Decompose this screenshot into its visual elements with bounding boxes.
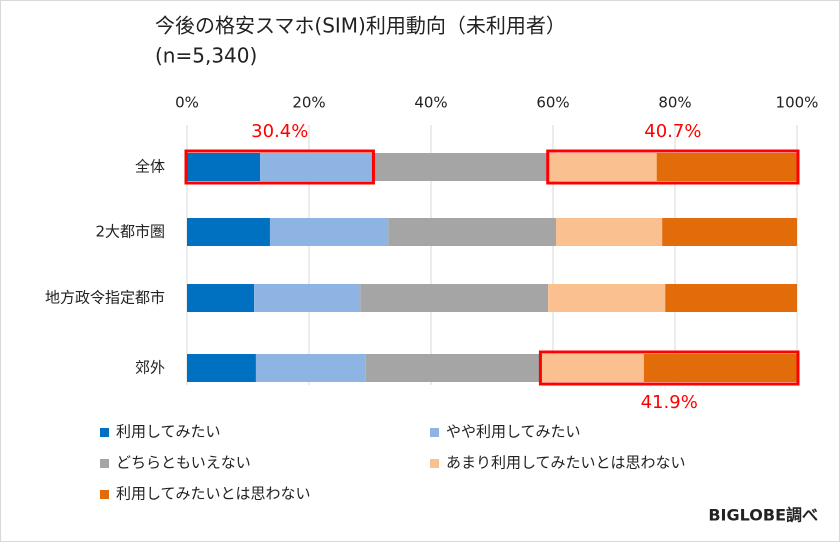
bar-segment xyxy=(254,284,361,312)
legend-label: やや利用してみたい xyxy=(446,423,581,441)
bar-segment xyxy=(548,153,657,181)
bar-segment xyxy=(643,354,797,382)
x-tick-label: 0% xyxy=(175,94,199,112)
bar-segment xyxy=(556,218,663,246)
bar-segment xyxy=(187,284,255,312)
bar-segment xyxy=(662,218,797,246)
bar-segment xyxy=(187,354,256,382)
bar-segment xyxy=(665,284,797,312)
y-tick-label: 地方政令指定都市 xyxy=(45,289,165,307)
bar-segment xyxy=(360,284,549,312)
bar-segment xyxy=(187,153,261,181)
legend-swatch xyxy=(100,490,109,499)
bar-segment xyxy=(255,354,366,382)
x-tick-label: 20% xyxy=(292,94,325,112)
annotation: 40.7% xyxy=(644,121,701,142)
source: BIGLOBE調べ xyxy=(708,506,818,525)
bar-segment xyxy=(187,218,270,246)
x-tick-label: 40% xyxy=(414,94,447,112)
y-tick-label: 全体 xyxy=(135,158,165,176)
bar-segment xyxy=(372,153,549,181)
y-tick-label: 郊外 xyxy=(135,359,165,377)
x-tick-label: 80% xyxy=(658,94,691,112)
highlight-box xyxy=(538,350,800,386)
legend-label: 利用してみたいとは思わない xyxy=(116,485,311,503)
highlight-box xyxy=(546,149,800,185)
y-tick-label: 2大都市圏 xyxy=(95,223,165,241)
annotation: 41.9% xyxy=(641,392,698,413)
annotation: 30.4% xyxy=(251,121,308,142)
legend-label: どちらともいえない xyxy=(116,454,251,472)
chart-subtitle: (n=5,340) xyxy=(155,44,257,68)
chart-title: 今後の格安スマホ(SIM)利用動向（未利用者） xyxy=(155,14,566,38)
legend-label: あまり利用してみたいとは思わない xyxy=(446,454,686,472)
bar-segment xyxy=(365,354,542,382)
x-tick-label: 100% xyxy=(776,94,819,112)
bar-segment xyxy=(656,153,797,181)
bar-segment xyxy=(541,354,644,382)
legend-swatch xyxy=(430,428,439,437)
legend-label: 利用してみたい xyxy=(116,423,221,441)
legend-swatch xyxy=(430,459,439,468)
bar-segment xyxy=(388,218,557,246)
x-tick-label: 60% xyxy=(536,94,569,112)
bar-segment xyxy=(269,218,389,246)
legend-swatch xyxy=(100,459,109,468)
highlight-box xyxy=(184,149,375,185)
bar-segment xyxy=(548,284,666,312)
bar-segment xyxy=(260,153,373,181)
legend-swatch xyxy=(100,428,109,437)
